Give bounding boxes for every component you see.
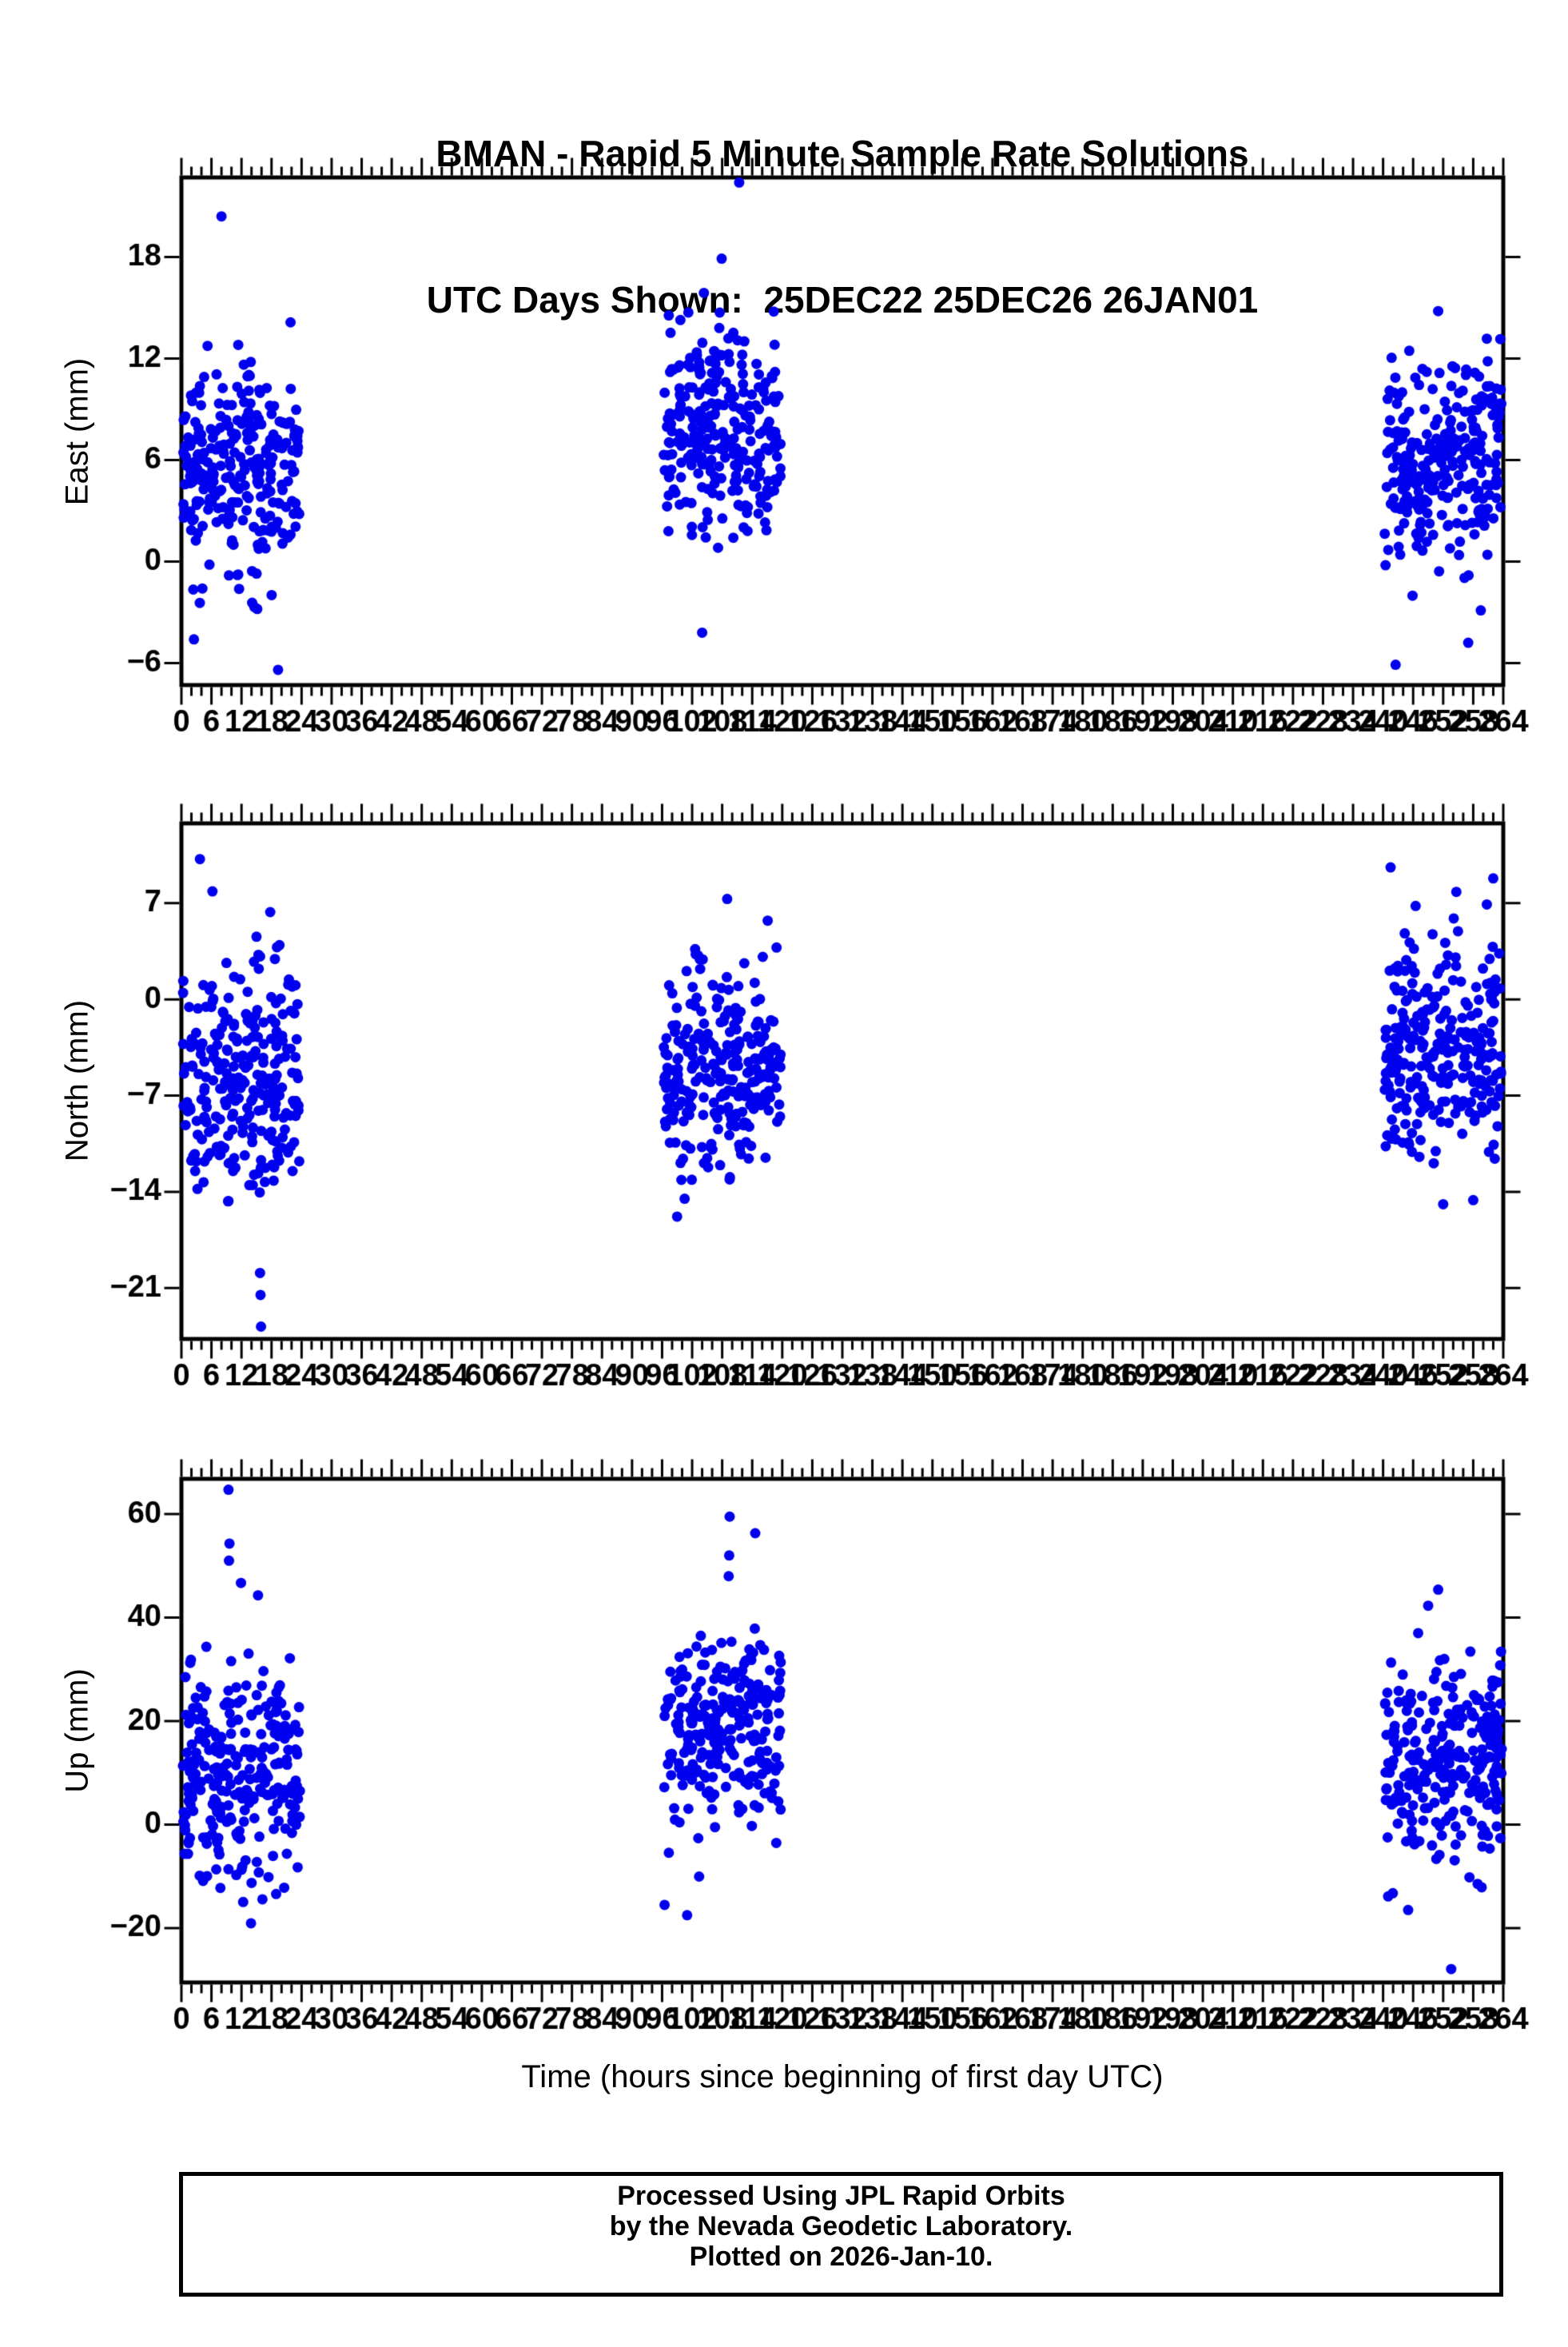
north-scatter-panel (0, 759, 1568, 1423)
processing-note-box: Processed Using JPL Rapid Orbits by the … (179, 2172, 1503, 2297)
east-scatter-panel (0, 112, 1568, 759)
footer-line1: Processed Using JPL Rapid Orbits (617, 2181, 1065, 2211)
footer-line3: Plotted on 2026-Jan-10. (689, 2241, 993, 2272)
east-axis-title: East (mm) (59, 357, 95, 506)
north-axis-title: North (mm) (59, 999, 95, 1162)
up-scatter-panel (0, 1415, 1568, 2134)
x-axis-title: Time (hours since beginning of first day… (521, 2059, 1164, 2094)
footer-line2: by the Nevada Geodetic Laboratory. (609, 2211, 1073, 2241)
up-axis-title: Up (mm) (59, 1668, 95, 1793)
